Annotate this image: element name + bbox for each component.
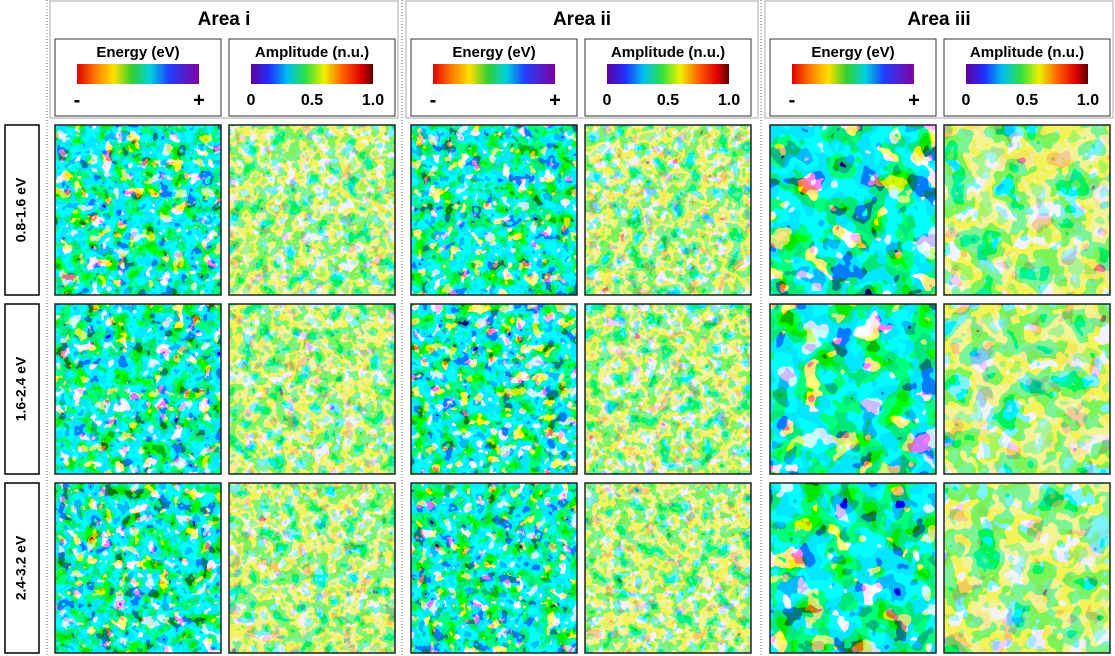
colorbar-tick: 1.0: [718, 92, 740, 109]
map-image: [944, 483, 1110, 653]
colorbar: [251, 64, 373, 84]
colorbar-tick: -: [789, 89, 796, 111]
area-title: Area ii: [553, 9, 611, 30]
map-frame: [943, 124, 1111, 296]
row-label-box: [4, 482, 40, 654]
area-title: Area i: [198, 9, 251, 30]
map-image: [585, 483, 751, 653]
colorbar: [792, 64, 914, 84]
map-frame: [410, 482, 578, 654]
map-frame: [769, 482, 937, 654]
map-frame: [584, 482, 752, 654]
map-image: [944, 304, 1110, 474]
map-frame: [410, 303, 578, 475]
map-frame: [54, 303, 222, 475]
map-image: [411, 483, 577, 653]
row-label: 0.8-1.6 eV: [13, 177, 29, 242]
map-image: [585, 125, 751, 295]
colorbar: [433, 64, 555, 84]
area-header: [405, 0, 759, 119]
row-label: 1.6-2.4 eV: [13, 356, 29, 421]
map-image: [229, 483, 395, 653]
colorbar-tick: 1.0: [1077, 92, 1099, 109]
map-image: [55, 125, 221, 295]
colorbar: [77, 64, 199, 84]
map-frame: [410, 124, 578, 296]
map-image: [411, 304, 577, 474]
map-frame: [584, 303, 752, 475]
row-label: 2.4-3.2 eV: [13, 535, 29, 600]
map-image: [944, 125, 1110, 295]
map-image: [55, 483, 221, 653]
map-frame: [943, 482, 1111, 654]
colorbar-tick: -: [430, 89, 437, 111]
map-frame: [769, 303, 937, 475]
area-header: [764, 0, 1114, 119]
map-image: [229, 125, 395, 295]
colorbar-label: Energy (eV): [96, 44, 179, 61]
map-frame: [584, 124, 752, 296]
colorbar-tick: 0: [603, 92, 612, 109]
colorbar-label: Energy (eV): [452, 44, 535, 61]
map-frame: [54, 124, 222, 296]
colorbar-tick: 0.5: [1016, 92, 1038, 109]
colorbar-tick: 0: [247, 92, 256, 109]
row-label-box: [4, 303, 40, 475]
colorbar-tick: 0.5: [301, 92, 323, 109]
map-frame: [228, 124, 396, 296]
area-title: Area iii: [907, 9, 970, 30]
map-image: [770, 304, 936, 474]
colorbar-tick: 1.0: [362, 92, 384, 109]
map-image: [770, 483, 936, 653]
colorbar-tick: +: [193, 89, 205, 111]
map-frame: [769, 124, 937, 296]
map-frame: [228, 303, 396, 475]
row-label-box: [4, 124, 40, 296]
colorbar-tick: +: [908, 89, 920, 111]
map-image: [411, 125, 577, 295]
map-frame: [228, 482, 396, 654]
map-image: [55, 304, 221, 474]
colorbar: [607, 64, 729, 84]
map-image: [229, 304, 395, 474]
area-header: [49, 0, 399, 119]
colorbar-tick: 0.5: [657, 92, 679, 109]
colorbar-label: Amplitude (n.u.): [970, 44, 1084, 61]
map-frame: [943, 303, 1111, 475]
colorbar-tick: +: [549, 89, 561, 111]
map-frame: [54, 482, 222, 654]
colorbar-label: Amplitude (n.u.): [255, 44, 369, 61]
colorbar: [966, 64, 1088, 84]
colorbar-tick: 0: [962, 92, 971, 109]
map-image: [585, 304, 751, 474]
map-image: [770, 125, 936, 295]
colorbar-label: Energy (eV): [811, 44, 894, 61]
colorbar-label: Amplitude (n.u.): [611, 44, 725, 61]
colorbar-tick: -: [74, 89, 81, 111]
